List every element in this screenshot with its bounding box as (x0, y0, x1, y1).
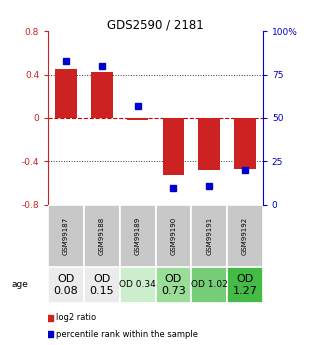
Bar (55, 69, 77, 118)
Bar (91, 72, 113, 118)
Text: OD 1.02: OD 1.02 (191, 280, 228, 289)
Text: age: age (12, 280, 29, 289)
Bar (84, 267, 120, 303)
Text: GSM99188: GSM99188 (99, 217, 105, 255)
Text: OD
0.73: OD 0.73 (161, 274, 186, 296)
Bar (120, 205, 156, 267)
Bar (191, 205, 227, 267)
Text: log2 ratio: log2 ratio (56, 313, 96, 322)
Bar (227, 205, 263, 267)
Bar (191, 267, 227, 303)
Text: OD 0.34: OD 0.34 (119, 280, 156, 289)
Bar (156, 267, 191, 303)
Bar (227, 267, 263, 303)
Bar (163, 118, 184, 175)
Text: GSM99191: GSM99191 (206, 217, 212, 255)
Bar (48, 205, 84, 267)
Bar (48, 267, 84, 303)
Text: OD
0.15: OD 0.15 (90, 274, 114, 296)
Text: GSM99189: GSM99189 (135, 217, 141, 255)
Text: OD
1.27: OD 1.27 (233, 274, 257, 296)
Text: GSM99187: GSM99187 (63, 217, 69, 255)
Text: OD
0.08: OD 0.08 (54, 274, 78, 296)
Bar (156, 205, 191, 267)
Text: GSM99190: GSM99190 (170, 217, 176, 255)
Bar (234, 118, 256, 169)
Bar (120, 267, 156, 303)
Bar (127, 118, 148, 120)
Bar (198, 118, 220, 170)
Text: GSM99192: GSM99192 (242, 217, 248, 255)
Title: GDS2590 / 2181: GDS2590 / 2181 (107, 18, 204, 31)
Bar (84, 205, 120, 267)
Text: percentile rank within the sample: percentile rank within the sample (56, 329, 198, 338)
